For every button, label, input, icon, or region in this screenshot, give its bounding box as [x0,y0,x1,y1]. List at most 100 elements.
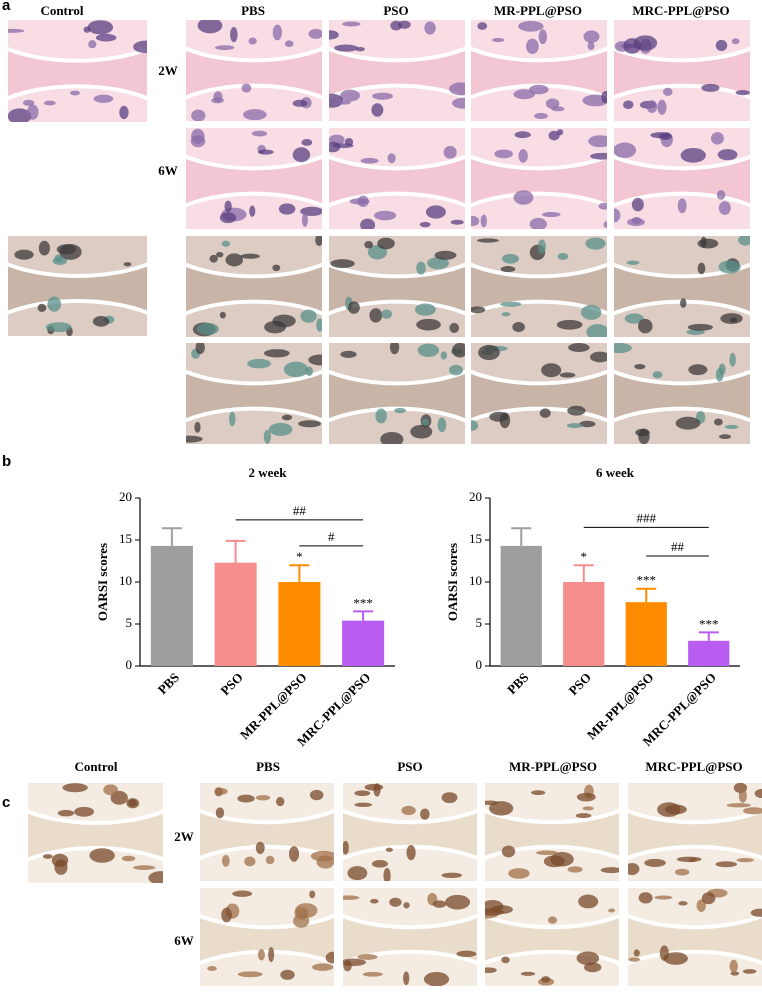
tissue-detail [715,39,728,51]
histology-image [329,343,465,444]
tissue-detail [541,976,551,983]
tissue-detail [315,236,322,246]
tissue-detail [406,844,416,861]
tissue-detail [644,858,666,867]
column-header: MR-PPL@PSO [509,759,597,774]
tissue-detail [427,256,449,270]
histology-image [471,236,607,337]
tissue-detail [43,100,56,106]
tissue-detail [280,969,295,980]
tissue-detail [623,38,642,54]
tissue-detail [343,895,360,900]
tissue-detail [478,344,500,361]
tissue-detail [717,149,738,161]
tissue-detail [449,82,465,96]
histology-image [186,128,322,229]
tissue-detail [342,21,361,27]
tissue-detail [340,350,357,358]
y-tick-label: 20 [119,489,132,504]
tissue-detail [614,208,621,223]
tissue-detail [480,214,487,228]
tissue-detail [588,135,607,148]
chart-title: 6 week [596,465,635,480]
bar [500,545,542,666]
tissue-detail [738,236,750,246]
tissue-detail [583,30,600,43]
tissue-detail [394,407,407,414]
tissue-detail [419,221,431,228]
tissue-detail [654,895,673,900]
tissue-detail [216,251,224,258]
tissue-detail [243,109,267,121]
tissue-layer [614,406,750,444]
tissue-detail [288,846,300,862]
tissue-detail [578,894,599,909]
significance-label: # [328,529,335,544]
tissue-detail [529,217,547,229]
tissue-detail [686,329,705,335]
y-tick-label: 0 [476,657,483,672]
tissue-detail [292,99,308,107]
significance-mark: *** [699,616,719,631]
tissue-detail [403,902,410,909]
tissue-detail [119,105,129,120]
tissue-detail [362,971,383,977]
x-tick-label: PSO [565,670,593,698]
tissue-detail [360,218,376,229]
bar [342,620,385,666]
tissue-detail [545,98,560,109]
tissue-detail [520,971,536,976]
tissue-detail [281,414,293,421]
tissue-detail [514,131,531,139]
tissue-detail [215,45,235,51]
tissue-detail [221,855,230,867]
tissue-detail [538,29,548,45]
tissue-detail [373,783,381,797]
tissue-detail [301,212,308,227]
tissue-detail [590,152,607,160]
tissue-detail [190,135,206,148]
tissue-detail [308,354,322,366]
tissue-detail [676,856,702,863]
tissue-detail [719,434,732,440]
bar [625,602,667,666]
tissue-layer [628,844,762,881]
histology-image [471,20,607,121]
tissue-detail [537,239,546,255]
tissue-detail [54,254,63,263]
tissue-detail [186,435,203,443]
tissue-detail [272,264,281,272]
bar [214,562,257,666]
tissue-detail [241,83,252,93]
tissue-detail [272,314,296,328]
tissue-detail [354,802,373,807]
tissue-detail [87,20,114,35]
tissue-detail [633,949,640,957]
tissue-detail [567,405,586,416]
tissue-detail [257,949,265,961]
tissue-detail [701,83,720,92]
tissue-detail [196,322,219,335]
tissue-layer [200,783,334,825]
tissue-detail [513,190,534,205]
tissue-detail [434,250,457,260]
tissue-detail [93,94,114,103]
histology-image [471,343,607,444]
tissue-detail [219,311,226,319]
tissue-detail [730,971,740,976]
tissue-detail [229,411,236,427]
tissue-detail [501,845,516,858]
tissue-detail [718,363,726,376]
tissue-detail [268,422,293,436]
tissue-detail [513,89,536,100]
tissue-detail [38,240,50,256]
tissue-detail [614,343,632,354]
row-label: 6W [158,163,178,178]
tissue-detail [731,38,740,45]
tissue-detail [663,952,688,965]
tissue-layer [28,783,163,825]
tissue-detail [548,130,560,141]
tissue-detail [420,808,430,820]
tissue-detail [8,108,32,122]
